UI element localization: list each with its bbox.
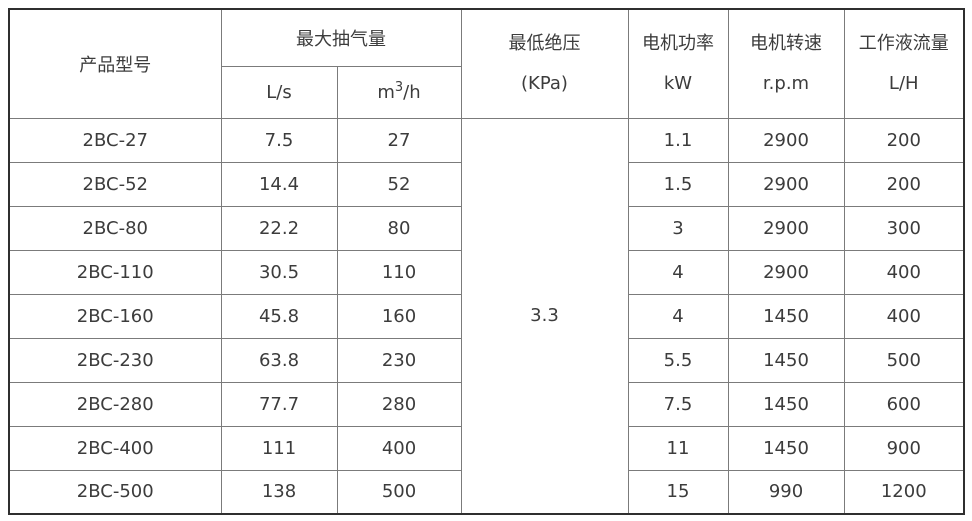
header-min-absolute-pressure-title: 最低绝压	[508, 32, 581, 54]
header-max-pumping-capacity: 最大抽气量	[220, 8, 462, 67]
cell-rpm: 2900	[727, 205, 845, 251]
table-row: 2BC-160 45.8 160 4 1450 400	[8, 293, 965, 339]
cell-ls: 22.2	[220, 205, 338, 251]
cell-rpm: 1450	[727, 293, 845, 339]
cell-m3h: 52	[336, 161, 462, 207]
header-min-absolute-pressure-unit: (KPa)	[521, 72, 568, 94]
cell-kw: 15	[627, 469, 729, 515]
cell-rpm: 2900	[727, 161, 845, 207]
cell-m3h: 80	[336, 205, 462, 251]
cell-lh: 1200	[843, 469, 965, 515]
table-row: 2BC-400 111 400 11 1450 900	[8, 425, 965, 471]
header-product-model: 产品型号	[8, 8, 222, 119]
unit-m3h-base: m	[377, 81, 395, 103]
header-unit-ls: L/s	[220, 65, 338, 119]
cell-model: 2BC-52	[8, 161, 222, 207]
cell-rpm: 990	[727, 469, 845, 515]
cell-kw: 1.5	[627, 161, 729, 207]
header-working-fluid-flow: 工作液流量 L/H	[843, 8, 965, 119]
cell-model: 2BC-230	[8, 337, 222, 383]
cell-kw: 4	[627, 293, 729, 339]
table-row: 2BC-280 77.7 280 7.5 1450 600	[8, 381, 965, 427]
cell-model: 2BC-160	[8, 293, 222, 339]
cell-rpm: 1450	[727, 425, 845, 471]
cell-ls: 111	[220, 425, 338, 471]
cell-lh: 200	[843, 161, 965, 207]
cell-kw: 11	[627, 425, 729, 471]
cell-rpm: 1450	[727, 337, 845, 383]
cell-model: 2BC-27	[8, 117, 222, 163]
header-min-absolute-pressure: 最低绝压 (KPa)	[460, 8, 629, 119]
table-row: 2BC-52 14.4 52 1.5 2900 200	[8, 161, 965, 207]
cell-lh: 900	[843, 425, 965, 471]
cell-rpm: 2900	[727, 117, 845, 163]
unit-m3h-rest: /h	[403, 81, 421, 103]
cell-m3h: 27	[336, 117, 462, 163]
cell-m3h: 500	[336, 469, 462, 515]
cell-lh: 200	[843, 117, 965, 163]
cell-model: 2BC-400	[8, 425, 222, 471]
cell-kw: 3	[627, 205, 729, 251]
header-motor-speed: 电机转速 r.p.m	[727, 8, 845, 119]
cell-rpm: 1450	[727, 381, 845, 427]
cell-m3h: 280	[336, 381, 462, 427]
cell-rpm: 2900	[727, 249, 845, 295]
cell-ls: 45.8	[220, 293, 338, 339]
cell-model: 2BC-110	[8, 249, 222, 295]
cell-model: 2BC-80	[8, 205, 222, 251]
cell-lh: 300	[843, 205, 965, 251]
cell-m3h: 160	[336, 293, 462, 339]
cell-model: 2BC-500	[8, 469, 222, 515]
table-row: 2BC-27 7.5 27 3.3 1.1 2900 200	[8, 117, 965, 515]
header-working-fluid-flow-title: 工作液流量	[858, 32, 949, 54]
unit-m3h-superscript: 3	[394, 79, 404, 95]
cell-m3h: 230	[336, 337, 462, 383]
table-row: 2BC-500 138 500 15 990 1200	[8, 469, 965, 515]
cell-ls: 63.8	[220, 337, 338, 383]
cell-ls: 7.5	[220, 117, 338, 163]
cell-ls: 138	[220, 469, 338, 515]
table-row: 2BC-80 22.2 80 3 2900 300	[8, 205, 965, 251]
header-motor-power-title: 电机功率	[642, 32, 714, 54]
cell-ls: 30.5	[220, 249, 338, 295]
cell-m3h: 400	[336, 425, 462, 471]
cell-kw: 4	[627, 249, 729, 295]
cell-lh: 400	[843, 249, 965, 295]
cell-ls: 14.4	[220, 161, 338, 207]
header-motor-speed-title: 电机转速	[750, 32, 822, 54]
cell-min-abs-pressure-merged: 3.3	[460, 117, 629, 515]
header-motor-power-unit: kW	[663, 72, 693, 94]
cell-lh: 600	[843, 381, 965, 427]
header-motor-speed-unit: r.p.m	[762, 72, 810, 94]
cell-m3h: 110	[336, 249, 462, 295]
cell-kw: 5.5	[627, 337, 729, 383]
cell-ls: 77.7	[220, 381, 338, 427]
pump-spec-table: 产品型号 最大抽气量 最低绝压 (KPa) 电机功率 kW 电机转速 r.p.m…	[8, 8, 965, 515]
cell-lh: 400	[843, 293, 965, 339]
header-motor-power: 电机功率 kW	[627, 8, 729, 119]
cell-lh: 500	[843, 337, 965, 383]
cell-kw: 1.1	[627, 117, 729, 163]
cell-model: 2BC-280	[8, 381, 222, 427]
header-working-fluid-flow-unit: L/H	[888, 72, 919, 94]
cell-kw: 7.5	[627, 381, 729, 427]
header-unit-m3h: m3/h	[336, 65, 462, 119]
